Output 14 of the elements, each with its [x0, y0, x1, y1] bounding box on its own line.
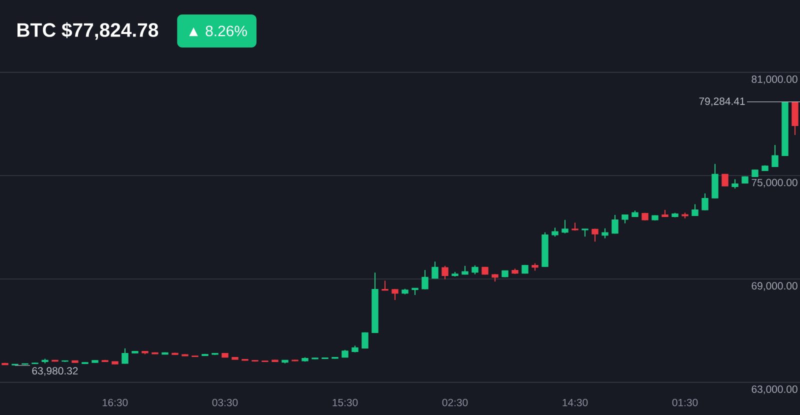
- x-tick-label: 01:30: [672, 398, 698, 406]
- text: ▲ 8.26%: [189, 26, 247, 36]
- y-tick-label: 63,000.00: [752, 386, 798, 394]
- chart-title: BTC $77,824.78: [18, 22, 158, 40]
- y-tick-label: 81,000.00: [752, 76, 798, 84]
- y-tick-label: 75,000.00: [752, 178, 798, 188]
- x-tick-label: 02:30: [442, 398, 468, 406]
- x-tick-label: 14:30: [562, 398, 588, 406]
- x-tick-label: 16:30: [102, 398, 128, 406]
- ref-line-label: 79,284.41: [699, 98, 745, 106]
- y-tick-label: 69,000.00: [752, 282, 798, 291]
- annotation: 63,980.32: [32, 367, 78, 376]
- x-tick-label: 03:30: [212, 398, 238, 406]
- x-tick-label: 15:30: [332, 398, 358, 406]
